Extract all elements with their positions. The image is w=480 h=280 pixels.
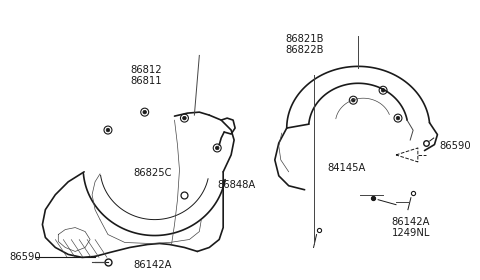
Text: 86825C: 86825C [134,169,172,178]
Text: 86590: 86590 [9,252,41,262]
Text: 86142A: 86142A [133,260,171,270]
Text: 86142A
1249NL: 86142A 1249NL [392,217,430,238]
Text: 86812
86811: 86812 86811 [130,65,162,86]
Circle shape [216,146,219,150]
Text: 86848A: 86848A [217,179,256,190]
Text: 86821B
86822B: 86821B 86822B [286,34,324,55]
Circle shape [106,128,110,132]
Circle shape [381,88,385,92]
Circle shape [143,110,146,114]
Circle shape [396,116,400,120]
Circle shape [351,98,355,102]
Circle shape [183,116,186,120]
Text: 84145A: 84145A [327,163,366,173]
Text: 86590: 86590 [439,141,471,151]
